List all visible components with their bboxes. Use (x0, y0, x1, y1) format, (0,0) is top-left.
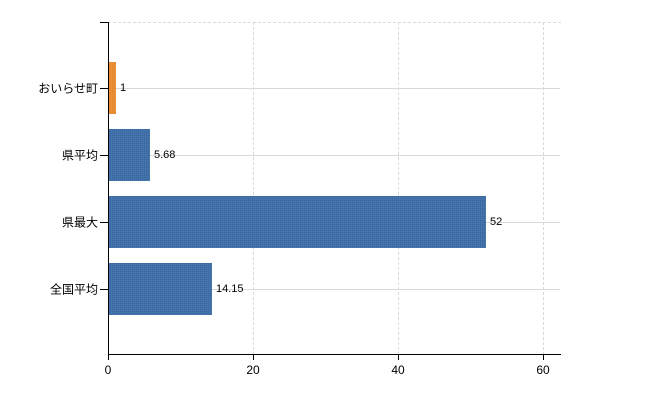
bar-series (109, 129, 150, 181)
value-label: 14.15 (216, 283, 244, 295)
x-tick-label: 20 (246, 363, 260, 377)
value-label: 52 (490, 216, 503, 228)
category-gridline (109, 88, 560, 89)
bar-oirase (109, 62, 116, 114)
x-axis-line (108, 354, 561, 355)
bar-series (109, 196, 486, 248)
y-axis-line (108, 22, 109, 355)
x-gridline (253, 22, 254, 355)
category-label: 全国平均 (49, 282, 98, 297)
value-label: 5.68 (154, 149, 176, 161)
y-tick (100, 155, 108, 156)
category-label: 県最大 (61, 215, 98, 230)
category-gridline (109, 155, 560, 156)
value-label: 1 (120, 82, 127, 94)
x-gridline (543, 22, 544, 355)
y-tick (100, 222, 108, 223)
x-tick (398, 355, 399, 360)
bar-series (109, 263, 212, 315)
category-gridline (109, 289, 560, 290)
x-tick (543, 355, 544, 360)
x-tick-label: 40 (391, 363, 405, 377)
y-axis-end-tick (100, 22, 108, 23)
category-label: 県平均 (61, 148, 98, 163)
category-label: おいらせ町 (38, 81, 98, 96)
x-tick (108, 355, 109, 360)
x-tick-label: 0 (104, 363, 112, 377)
x-tick-label: 60 (536, 363, 550, 377)
x-gridline (398, 22, 399, 355)
y-tick (100, 88, 108, 89)
plot-top-border (108, 22, 561, 23)
y-tick (100, 289, 108, 290)
x-tick (253, 355, 254, 360)
